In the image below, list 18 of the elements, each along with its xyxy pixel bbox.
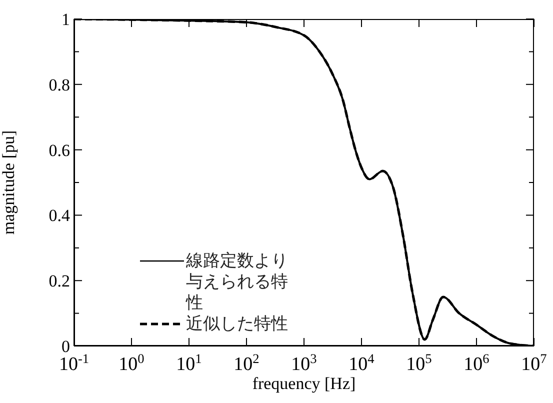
legend-label: 線路定数より与えられる特性	[186, 250, 289, 313]
y-tick-label: 0.2	[48, 272, 70, 291]
x-axis-title: frequency [Hz]	[252, 374, 356, 393]
y-axis-title: magnitude [pu]	[0, 130, 18, 235]
x-tick-label: 10$^{5}$	[406, 350, 432, 375]
x-tick-label: 10$^{7}$	[521, 350, 548, 375]
x-tick-label: 10$^{4}$	[348, 350, 375, 375]
x-tick-label: 10$^{6}$	[464, 350, 490, 375]
x-tick-label: 10$^{2}$	[234, 350, 260, 375]
x-tick-label: 10$^{3}$	[291, 350, 318, 375]
y-tick-label: 0.6	[48, 140, 70, 160]
x-tick-label: 10$^{1}$	[176, 350, 202, 375]
y-tick-label: 1	[62, 10, 70, 29]
y-tick-label: 0.4	[48, 206, 70, 226]
y-tick-label: 0.8	[48, 75, 70, 94]
y-tick-label: 0	[62, 337, 70, 356]
legend-label: 近似した特性	[186, 313, 289, 334]
x-tick-label: 10$^{0}$	[118, 350, 145, 375]
